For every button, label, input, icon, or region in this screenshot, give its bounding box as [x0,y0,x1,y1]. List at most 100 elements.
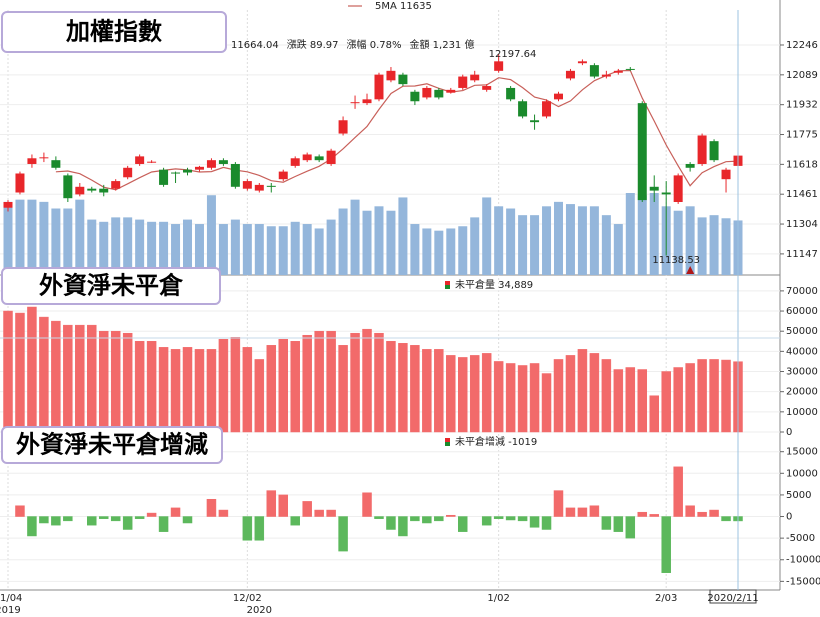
volume-bar [99,221,109,275]
bar [266,490,277,517]
volume-bar [326,219,336,275]
volume-bar [613,224,623,275]
bar [398,343,408,433]
candle-body [15,173,25,193]
min-label: 11138.53 [652,255,700,266]
bar [230,337,241,433]
candle-body [577,61,587,64]
candle-body [530,120,540,123]
candle-body [302,154,312,161]
volume-bar [410,224,420,275]
candle-body [350,102,360,104]
bar [134,516,145,519]
bar [673,367,683,433]
bar [434,349,444,433]
volume-bar [15,199,25,275]
bar [553,490,564,517]
volume-bar [266,226,276,275]
volume-bar [242,224,252,275]
y-tick-label: 30000 [786,367,818,378]
bar [170,349,181,433]
bar [685,505,695,517]
volume-bar [721,218,731,275]
volume-bar [422,228,432,275]
candle-body [171,172,181,174]
candle-body [39,157,49,159]
y-tick-label: 70000 [786,286,818,297]
bar [170,507,181,517]
min-marker [686,266,695,274]
x-year-label: 2019 [0,605,21,616]
bar [434,516,444,522]
candle-body [290,158,300,166]
volume-bar [446,228,456,275]
candle-body [87,188,97,191]
y-tick-label: 40000 [786,346,818,357]
bar [481,353,492,433]
y-tick-label: -5000 [786,533,815,544]
bar [290,341,300,433]
y-tick-label: 11932 [786,100,818,111]
bar [350,332,360,433]
legend-swatch-up [445,281,450,285]
panel-title: 外資淨未平倉增減 [16,430,208,459]
volume-bar [625,193,635,275]
volume-bar [111,217,121,275]
candle-body [601,74,611,77]
volume-bar [123,217,133,275]
y-tick-label: 50000 [786,326,818,337]
y-tick-label: 11775 [786,130,818,141]
x-year-label: 2020 [247,605,272,616]
bar [122,332,133,433]
bar [338,516,348,552]
candle-body [542,101,552,117]
volume-bar [482,197,492,275]
volume-bar [338,208,348,275]
candle-body [637,103,647,201]
bar [314,509,324,517]
candle-body [518,101,528,117]
candle-body [338,120,348,134]
candle-body [326,150,336,164]
bar [601,516,612,530]
bar [625,516,636,539]
bar [410,345,420,433]
volume-bar [542,206,552,275]
candle-body [482,86,492,90]
bar [673,466,683,517]
legend-label: 未平倉量 34,889 [455,278,533,291]
candle-body [709,141,719,161]
y-tick-label: 11618 [786,159,818,170]
candle-body [721,169,731,180]
candle-body [183,169,193,173]
bar [314,330,324,433]
candle-body [649,186,659,191]
bar [553,359,564,433]
bar [625,367,636,433]
bar [529,516,540,528]
bar [110,516,121,522]
bar [601,359,612,433]
bar [721,516,731,522]
panel-title: 加權指數 [66,17,162,46]
volume-bar [518,215,528,275]
quote-item: 漲幅 0.78% [347,38,402,51]
candle-body [494,61,504,71]
candle-body [75,186,85,195]
volume-bar [3,201,13,275]
bar [206,349,217,433]
volume-bar [553,201,563,275]
volume-bar [75,199,85,275]
bar [517,516,528,522]
bar [362,492,372,517]
volume-bar [27,199,37,275]
bar [410,516,420,522]
max-label: 12197.64 [489,49,537,60]
volume-bar [494,206,504,275]
bar [278,494,288,517]
volume-bar [183,219,193,275]
ma-line [55,69,739,191]
volume-bar [709,215,719,275]
bar [338,345,348,433]
